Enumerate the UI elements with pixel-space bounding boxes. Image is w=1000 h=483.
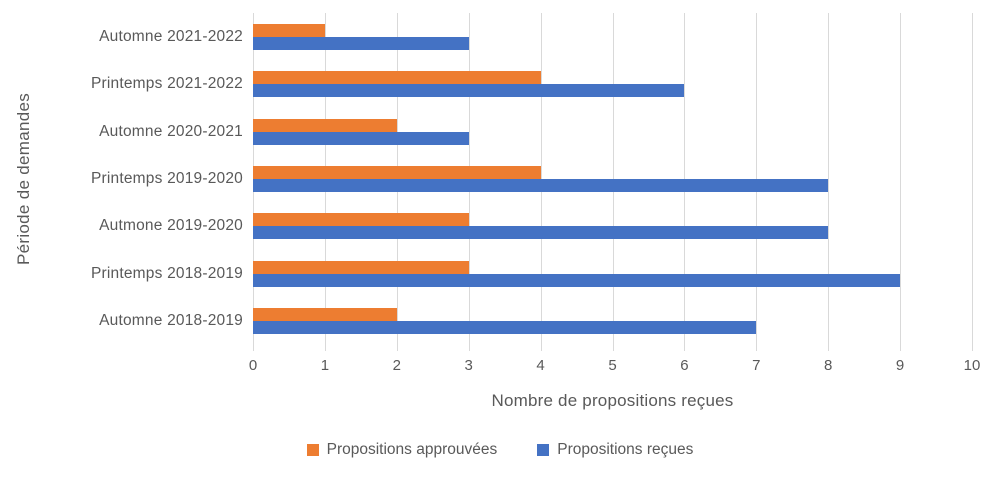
x-tick-label: 9 [895,357,905,374]
legend-label-received: Propositions reçues [557,441,694,458]
x-tick-label: 1 [320,357,330,374]
bar-propositions-recues [253,84,685,98]
gridline [828,13,830,351]
legend-item-approved: Propositions approuvées [306,441,498,459]
x-tick-label: 6 [680,357,689,374]
x-tick-label: 4 [536,357,545,374]
bar-propositions-recues [253,226,829,240]
y-axis-title: Période de demandes [6,13,42,345]
category-label: Printemps 2021-2022 [90,75,243,93]
bar-propositions-recues [253,36,469,50]
x-tick-label: 8 [824,357,833,374]
bar-propositions-approuvees [253,118,397,132]
bar-group [253,13,972,60]
x-tick-label: 10 [963,357,981,374]
x-axis-title: Nombre de propositions reçues [491,391,734,410]
bar-group [253,250,972,297]
legend-item-received: Propositions reçues [537,441,693,459]
gridline [972,13,973,351]
bar-propositions-recues [253,273,901,287]
category-label: Automne 2020-2021 [99,122,243,140]
y-axis-title-text: Période de demandes [14,92,34,266]
bar-group [253,108,972,155]
category-labels: Automne 2021-2022 Printemps 2021-2022 Auto… [42,13,243,345]
bar-propositions-approuvees [253,308,397,322]
category-label: Automne 2021-2022 [99,27,243,45]
legend-swatch-received [537,444,550,456]
x-tick-label: 7 [752,357,761,374]
category-label: Autmone 2019-2020 [99,217,243,235]
legend-label-approved: Propositions approuvées [326,441,498,458]
x-tick-label: 3 [464,357,473,374]
x-tick-label: 2 [392,357,401,374]
x-tick-labels: 0 1 2 3 4 5 6 7 8 9 10 [249,357,981,377]
bar-propositions-recues [253,178,829,192]
bar-group [253,298,972,345]
bar-propositions-approuvees [253,165,541,179]
bar-group [253,60,972,107]
bar-propositions-recues [253,131,469,145]
legend: Propositions approuvées Propositions reç… [0,441,1000,459]
category-label: Printemps 2018-2019 [90,264,243,282]
bar-propositions-approuvees [253,213,469,227]
bar-rows [253,13,972,345]
legend-swatch-approved [306,444,319,456]
category-label: Printemps 2019-2020 [90,169,243,187]
gridline [900,13,902,351]
bar-propositions-approuvees [253,260,469,274]
category-label: Automne 2018-2019 [99,312,243,330]
bar-group [253,203,972,250]
x-tick-label: 0 [248,357,258,374]
bar-propositions-recues [253,321,757,335]
plot-area [253,13,973,351]
x-tick-label: 5 [608,357,617,374]
bar-propositions-approuvees [253,71,541,85]
bar-propositions-approuvees [253,23,325,37]
bar-group [253,155,972,202]
